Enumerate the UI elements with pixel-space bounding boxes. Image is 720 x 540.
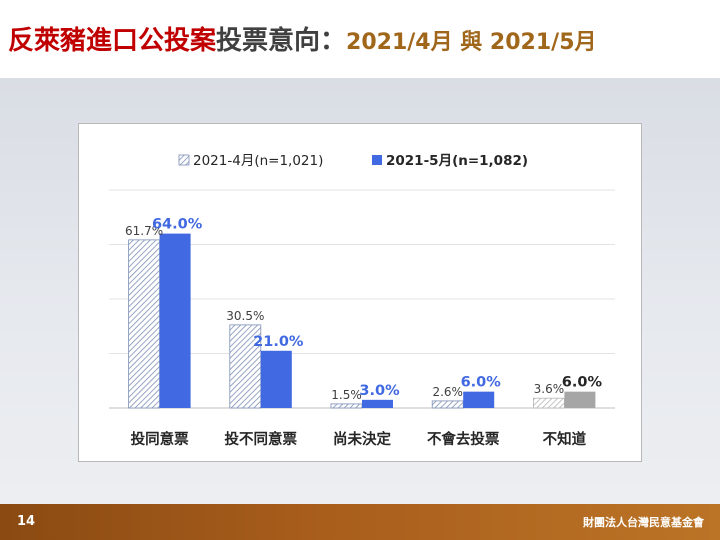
legend-swatch xyxy=(178,154,190,166)
bar-may xyxy=(564,391,596,408)
data-label-april: 2.6% xyxy=(432,385,463,399)
data-labels: 61.7%64.0%30.5%21.0%1.5%3.0% 2.6%6.0% 3.6%… xyxy=(125,217,602,402)
data-label-may: 21.0% xyxy=(253,334,304,350)
bar-april xyxy=(431,400,464,409)
category-label: 投同意票 xyxy=(131,430,189,448)
bars xyxy=(128,233,596,409)
slide-title: 反萊豬進口公投案投票意向：2021/4月 與 2021/5月 xyxy=(8,20,597,60)
bar-may xyxy=(159,233,191,408)
bar-chart: 2021-4月(n=1,021) 2021-5月(n=1,082) 61.7%64… xyxy=(109,153,615,448)
title-subject: 投票意向： xyxy=(216,26,347,56)
data-label-may: 6.0% xyxy=(461,375,502,391)
data-label-april: 61.7% xyxy=(125,224,163,238)
bar-may xyxy=(260,350,292,408)
category-label: 不知道 xyxy=(543,430,587,448)
title-period: 2021/4月 與 2021/5月 xyxy=(346,30,597,55)
bar-april xyxy=(128,239,160,409)
legend-label: 2021-4月(n=1,021) xyxy=(193,153,323,169)
bar-april xyxy=(229,324,262,409)
category-label: 投不同意票 xyxy=(225,430,298,448)
footer-bar: 14 財團法人台灣民意基金會 xyxy=(0,504,720,540)
data-label-april: 3.6% xyxy=(534,382,565,396)
legend-label: 2021-5月(n=1,082) xyxy=(386,153,528,169)
data-label-may: 64.0% xyxy=(152,217,203,233)
bar-may xyxy=(362,399,393,408)
bar-april xyxy=(330,403,363,409)
gridlines xyxy=(109,189,615,409)
page-number: 14 xyxy=(17,514,36,529)
data-label-may: 3.0% xyxy=(359,383,400,399)
bar-april xyxy=(532,397,565,409)
chart-panel: 2021-4月(n=1,021) 2021-5月(n=1,082) 61.7% 64… xyxy=(78,123,642,462)
legend: 2021-4月(n=1,021) 2021-5月(n=1,082) xyxy=(178,153,528,169)
organization-name: 財團法人台灣民意基金會 xyxy=(583,516,704,529)
data-label-may: 6.0% xyxy=(562,375,603,391)
category-label: 不會去投票 xyxy=(427,430,500,448)
data-label-april: 30.5% xyxy=(226,309,264,323)
data-label-april: 1.5% xyxy=(331,388,362,402)
bar-may xyxy=(463,391,495,408)
x-axis: 投同意票 投不同意票 尚未決定 不會去投票 不知道 xyxy=(131,430,587,448)
legend-swatch xyxy=(372,155,382,165)
category-label: 尚未決定 xyxy=(333,430,391,448)
title-topic: 反萊豬進口公投案 xyxy=(8,26,217,56)
